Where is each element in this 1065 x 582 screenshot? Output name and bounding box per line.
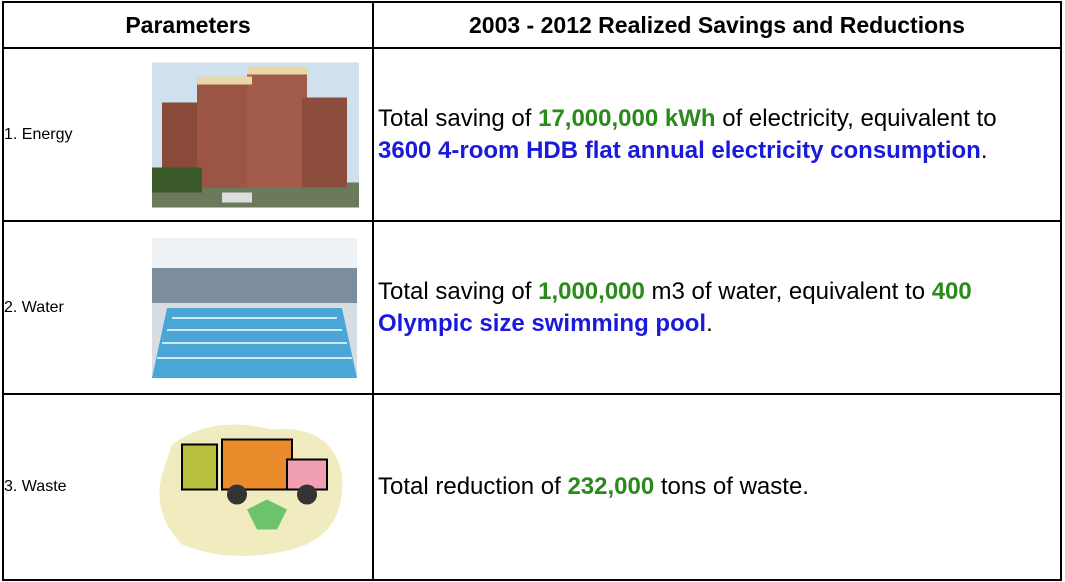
photo bbox=[152, 237, 357, 378]
description-cell: Total saving of 17,000,000 kWh of electr… bbox=[372, 47, 1062, 222]
text-segment: . bbox=[980, 136, 988, 164]
parameter-cell: 2. Water bbox=[2, 220, 374, 395]
text-segment: 232,000 bbox=[567, 473, 655, 500]
parameter-cell: 1. Energy bbox=[2, 47, 374, 222]
text-segment: Total saving of bbox=[378, 104, 539, 132]
clipart bbox=[159, 424, 343, 556]
table-body: 1. Energy Total saving of 17,000,000 kWh… bbox=[2, 47, 1062, 581]
header-cell: 2003 - 2012 Realized Savings and Reducti… bbox=[372, 1, 1062, 49]
parameter-cell: 3. Waste bbox=[2, 393, 374, 581]
row: 2. Water Total saving of 1,000,000 m3 of… bbox=[2, 220, 1062, 395]
text-segment: 17,000,000 kWh bbox=[538, 104, 716, 132]
description-cell: Total reduction of 232,000 tons of waste… bbox=[372, 393, 1062, 581]
parameter-label: 2. Water bbox=[4, 298, 64, 316]
text-segment: 400 bbox=[931, 277, 972, 305]
row: 1. Energy Total saving of 17,000,000 kWh… bbox=[2, 47, 1062, 222]
description-cell: Total saving of 1,000,000 m3 of water, e… bbox=[372, 220, 1062, 395]
row: 3. Waste Total reduction of 232,000 tons… bbox=[2, 393, 1062, 581]
photo bbox=[152, 62, 359, 207]
parameter-label: 1. Energy bbox=[4, 125, 73, 143]
text-segment: Olympic size swimming pool bbox=[378, 277, 979, 337]
text-segment: of electricity, equivalent to bbox=[715, 104, 1004, 132]
text-segment: m3 of water, equivalent to bbox=[644, 277, 932, 305]
text-segment: 3600 4-room HDB flat annual electricity … bbox=[378, 136, 981, 164]
header-row: Parameters 2003 - 2012 Realized Savings … bbox=[2, 1, 1062, 49]
text-segment: Total reduction of bbox=[378, 473, 568, 500]
text-segment: tons of waste. bbox=[654, 473, 809, 500]
text-segment: Total saving of bbox=[378, 277, 539, 305]
text-segment: . bbox=[706, 309, 713, 337]
header-cell: Parameters bbox=[2, 1, 374, 49]
parameter-label: 3. Waste bbox=[4, 478, 67, 495]
text-segment: 1,000,000 bbox=[538, 277, 645, 305]
